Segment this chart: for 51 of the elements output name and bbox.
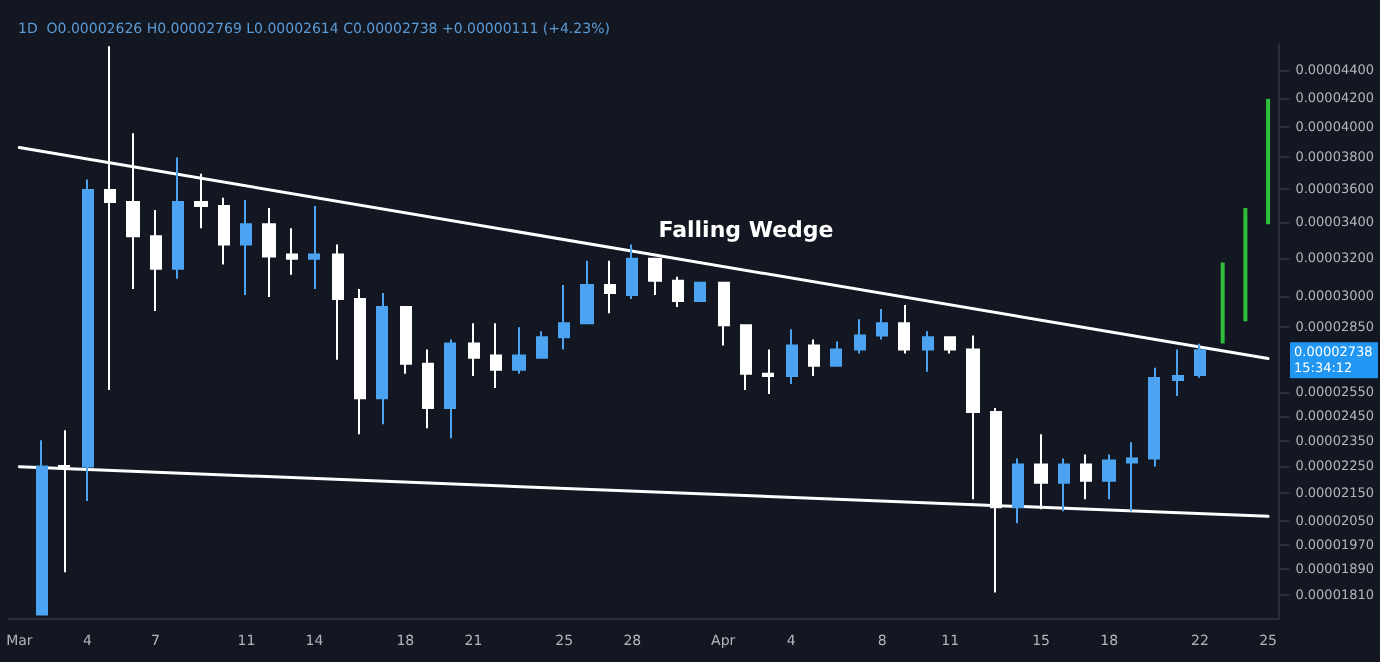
candlestick [172, 156, 184, 280]
candlestick [808, 338, 820, 377]
candlestick [1194, 342, 1206, 379]
candlestick [1102, 453, 1116, 501]
candlestick [444, 338, 456, 440]
candlestick [332, 243, 344, 361]
candlestick [400, 306, 412, 375]
candlestick [194, 172, 208, 230]
candlestick [1080, 453, 1092, 501]
candlestick [1058, 457, 1070, 513]
candlestick [966, 334, 980, 501]
candlestick [694, 281, 706, 303]
candlestick [854, 318, 866, 355]
candlestick [648, 257, 662, 296]
candlestick [898, 304, 910, 355]
candlestick [308, 205, 320, 290]
candlestick [626, 243, 638, 300]
candlestick [1126, 441, 1138, 513]
candlestick [512, 326, 526, 375]
candlestick [922, 330, 934, 373]
candlestick [740, 324, 752, 392]
candlestick [150, 209, 162, 313]
candlestick [262, 207, 276, 298]
candlestick [422, 348, 434, 430]
candlestick [876, 308, 888, 341]
candlestick [468, 322, 480, 377]
candlestick [354, 287, 366, 436]
candlestick [580, 259, 594, 325]
annotation: Falling Wedge [658, 217, 834, 243]
candlestick [536, 330, 548, 359]
candlestick [944, 336, 956, 355]
candlestick [1012, 457, 1024, 525]
bar [1243, 208, 1248, 322]
candlestick [672, 275, 684, 309]
bar [1266, 98, 1271, 225]
candlestick [830, 340, 842, 367]
candlestick [1172, 348, 1184, 398]
candlestick [604, 259, 616, 315]
candlestick [762, 348, 774, 395]
candlestick [718, 281, 730, 347]
bar [1220, 262, 1225, 344]
candlestick [1148, 366, 1160, 468]
candlestick [786, 328, 798, 386]
candlestick [218, 196, 230, 266]
candlestick [36, 439, 48, 616]
candlestick [82, 178, 94, 503]
candlestick [490, 322, 502, 389]
candlestick [286, 227, 298, 276]
candlestick [558, 283, 570, 351]
candlestick [240, 198, 252, 296]
candlestick [376, 292, 388, 426]
